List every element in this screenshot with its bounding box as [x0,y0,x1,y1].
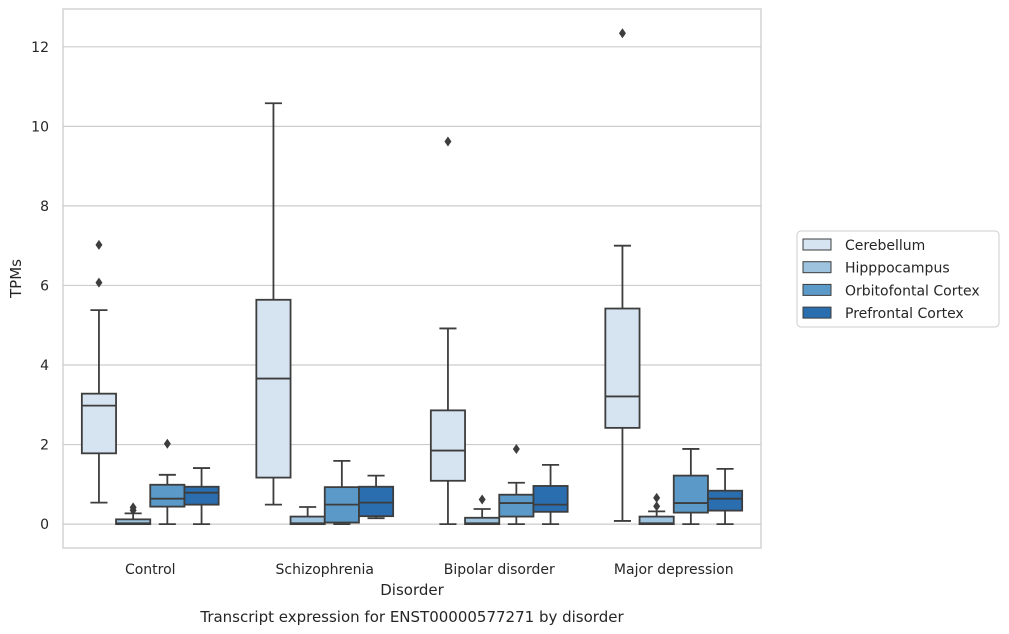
y-axis-title: TPMs [7,259,25,299]
box-body [672,474,709,514]
legend-swatch [802,306,832,319]
x-tick-label: Bipolar disorder [444,562,555,578]
plot-frame [62,8,762,549]
outlier-point [653,492,661,503]
box-body [707,489,744,512]
box-body [532,485,569,513]
legend-swatch [802,283,832,296]
y-tick-label: 2 [40,438,49,454]
box-body [80,392,117,455]
y-tick-label: 8 [40,199,49,215]
outlier-point [163,438,171,449]
box-3-2 [672,448,709,526]
y-tick-labels: 0 2 4 6 8 10 12 [31,40,49,533]
box-body [183,485,220,506]
outlier-point [618,28,626,39]
chart-caption: Transcript expression for ENST0000057727… [199,608,624,626]
outlier-point [653,501,661,512]
box-0-1 [115,502,152,526]
y-tick-label: 6 [40,278,49,294]
box-2-0 [429,136,466,526]
box-body [498,493,535,518]
x-axis-title: Disorder [380,581,444,599]
y-tick-label: 12 [31,40,49,56]
outlier-point [129,502,137,513]
box-0-3 [183,467,220,526]
legend-frame [796,230,1000,328]
legend-label: Cerebellum [845,238,925,254]
legend-label: Orbitofontal Cortex [845,283,980,299]
x-tick-label: Major depression [614,562,734,578]
box-3-1 [638,492,675,526]
outlier-point [95,277,103,288]
box-3-0 [604,28,641,522]
grid-lines [63,46,761,525]
y-tick-label: 0 [40,517,49,533]
legend-swatch [802,261,832,274]
box-1-2 [323,459,360,526]
outlier-point [444,136,452,147]
legend-label: Hipppocampus [845,261,950,277]
box-body [358,485,395,518]
x-tick-labels: Control Schizophrenia Bipolar disorder Majo… [125,562,734,578]
box-body [604,307,641,429]
box-1-3 [358,474,395,520]
legend-label: Prefrontal Cortex [845,306,964,322]
outlier-point [478,494,486,505]
box-body [255,298,292,479]
x-tick-label: Control [125,562,176,578]
y-tick-label: 10 [31,119,49,135]
x-tick-label: Schizophrenia [276,562,374,578]
box-0-2 [149,438,186,526]
y-tick-label: 4 [40,358,49,374]
legend: Cerebellum Hipppocampus Orbitofontal Corte… [796,230,1000,328]
box-0-0 [80,239,117,504]
box-1-0 [255,102,292,506]
legend-swatch [802,238,832,251]
outlier-point [512,443,520,454]
box-2-2 [498,443,535,526]
outlier-point [95,239,103,250]
box-body [149,483,186,508]
box-1-1 [289,506,326,526]
box-series [80,28,744,526]
box-2-3 [532,463,569,526]
box-2-1 [464,494,501,526]
box-body [429,409,466,482]
box-3-3 [707,467,744,526]
